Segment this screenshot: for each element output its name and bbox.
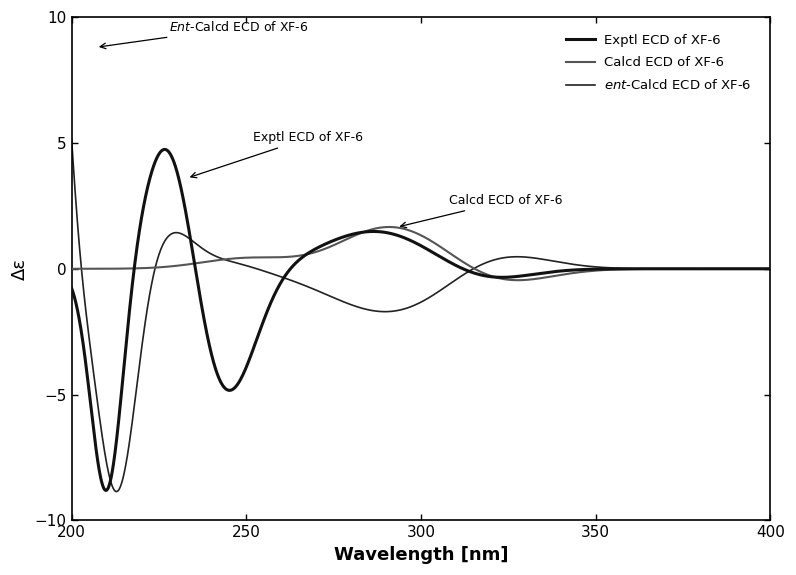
Text: $\mathit{Ent}$-Calcd ECD of XF-6: $\mathit{Ent}$-Calcd ECD of XF-6 <box>100 20 309 49</box>
Text: Exptl ECD of XF-6: Exptl ECD of XF-6 <box>191 132 363 178</box>
Y-axis label: Δε: Δε <box>11 258 29 280</box>
Text: Calcd ECD of XF-6: Calcd ECD of XF-6 <box>400 194 563 228</box>
Legend: Exptl ECD of XF-6, Calcd ECD of XF-6, $\mathit{ent}$-Calcd ECD of ⁠XF-6: Exptl ECD of XF-6, Calcd ECD of XF-6, $\… <box>560 29 757 98</box>
X-axis label: Wavelength [nm]: Wavelength [nm] <box>334 546 508 564</box>
